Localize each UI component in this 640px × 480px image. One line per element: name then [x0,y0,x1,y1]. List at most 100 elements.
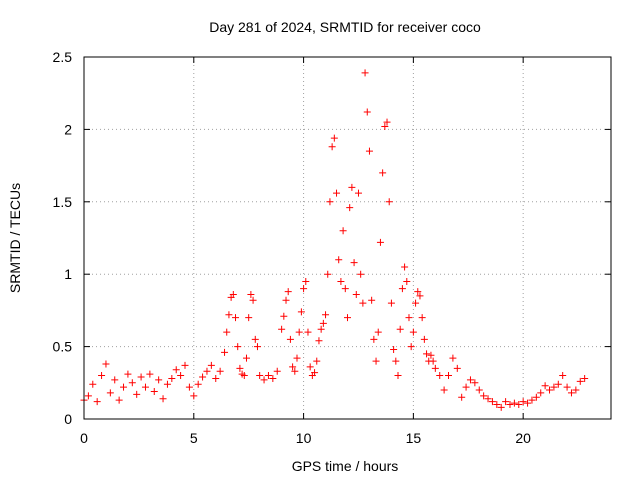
data-point [306,363,314,371]
data-point [128,379,136,387]
data-point [102,360,110,368]
data-point [416,292,424,300]
data-point [392,357,400,365]
y-tick-label: 1.5 [53,194,73,210]
data-point [403,277,411,285]
data-point [295,328,303,336]
data-point [414,288,422,296]
data-point [493,401,501,409]
data-point [462,383,470,391]
data-point [537,389,545,397]
data-point [401,263,409,271]
y-tick-label: 2.5 [53,49,73,65]
data-point [269,374,277,382]
data-point [245,314,253,322]
data-point [407,343,415,351]
data-point [225,311,233,319]
data-point [322,311,330,319]
data-point [240,372,248,380]
data-point [554,380,562,388]
data-point [418,314,426,322]
data-point [137,373,145,381]
x-axis-ticks: 0 5 10 15 20 [80,57,531,446]
x-tick-label: 20 [515,430,531,446]
data-point [256,372,264,380]
data-point [291,367,299,375]
data-point [317,325,325,333]
data-point [236,364,244,372]
data-point [420,335,428,343]
data-point [93,398,101,406]
data-point [199,373,207,381]
data-point [515,401,523,409]
data-point [497,403,505,411]
plot-frame [83,56,612,420]
data-point [111,376,119,384]
data-point [423,350,431,358]
data-point [390,345,398,353]
data-point [567,389,575,397]
data-point [510,399,518,407]
data-point [251,335,259,343]
data-point [344,314,351,322]
data-point [297,308,305,316]
data-point [341,285,349,293]
chart-title: Day 281 of 2024, SRMTID for receiver coc… [209,19,481,35]
data-point [120,383,128,391]
grid-lines [84,57,611,419]
data-point [264,372,272,380]
data-point [333,189,341,197]
data-point [289,363,297,371]
data-point [284,288,292,296]
data-point [155,376,163,384]
data-point [405,314,413,322]
data-point [330,134,338,142]
data-point [339,227,347,235]
data-point [89,380,97,388]
data-point [84,392,92,400]
data-point [216,367,224,375]
data-point [506,401,514,409]
data-point [427,351,435,359]
data-point [440,386,448,394]
data-point [370,335,378,343]
data-point [172,366,180,374]
data-point [242,354,250,362]
data-point [278,325,286,333]
data-point [471,379,479,387]
data-point [286,335,294,343]
data-point [488,398,496,406]
data-point [229,290,237,298]
data-point [348,183,356,191]
data-point [409,328,417,336]
data-point [115,396,123,404]
data-point [550,383,558,391]
data-point [163,380,171,388]
data-point [563,383,571,391]
data-point [361,69,369,77]
data-point [212,374,220,382]
data-point [293,354,301,362]
data-point [387,299,395,307]
data-point [185,383,193,391]
data-point [352,290,360,298]
data-point [381,123,389,131]
data-point [260,376,268,384]
data-point [429,357,437,365]
x-tick-label: 15 [406,430,422,446]
data-point [133,390,141,398]
data-point [106,389,114,397]
y-tick-label: 2 [64,121,72,137]
data-point [124,370,132,378]
data-point [359,299,367,307]
data-point [150,387,158,395]
data-point [431,364,439,372]
data-point [484,395,492,403]
data-point [357,270,365,278]
data-point [141,383,149,391]
data-point [190,392,198,400]
data-point [385,198,393,206]
data-points [80,69,589,411]
data-point [273,367,281,375]
